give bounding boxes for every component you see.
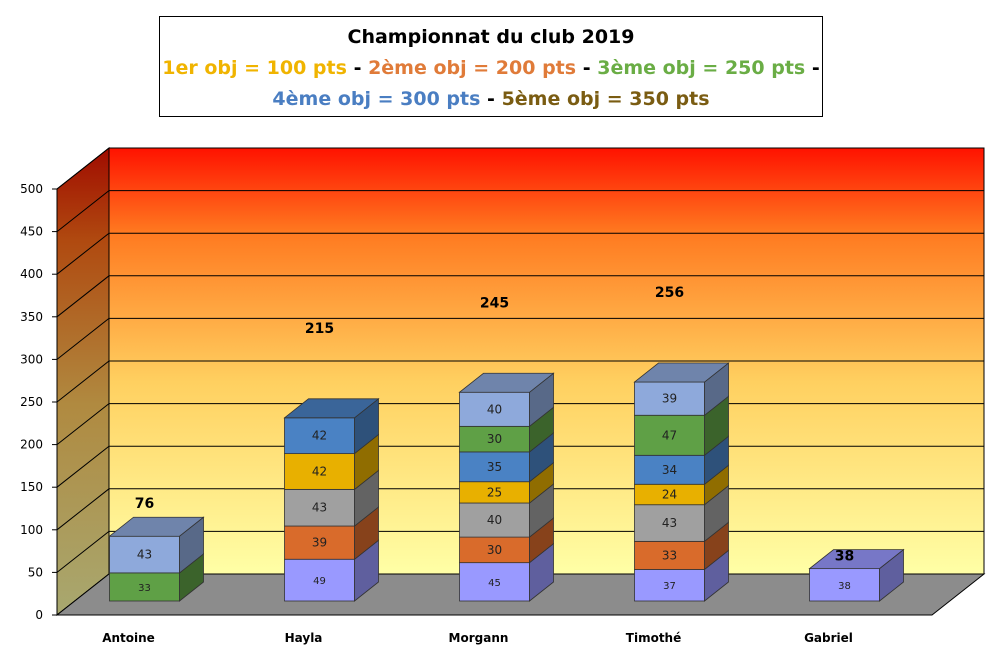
- bar-top: [108, 516, 205, 537]
- y-tick-label: 200: [20, 438, 43, 452]
- bar-segment-value: 39: [312, 536, 327, 550]
- legend-obj-3: 3ème obj = 250 pts: [597, 57, 806, 79]
- bar-segment-value: 34: [662, 463, 677, 477]
- x-category-label: Hayla: [285, 631, 323, 645]
- bar-segment-value: 49: [313, 576, 326, 587]
- legend-separator: -: [353, 57, 362, 79]
- gridline: [56, 360, 984, 403]
- bar-top: [283, 398, 380, 419]
- bar-top: [808, 549, 905, 570]
- x-category-label: Timothé: [626, 631, 681, 645]
- y-tick-label: 150: [20, 480, 43, 494]
- bar-total-label: 245: [480, 295, 509, 311]
- bar-segment-value: 45: [488, 578, 501, 589]
- bar-segment: [459, 391, 530, 427]
- bar-segment-value: 37: [663, 581, 676, 592]
- bar-segment-value: 40: [487, 513, 502, 527]
- bar-segment-value: 47: [662, 428, 677, 442]
- chart-title: Championnat du club 2019: [347, 26, 635, 48]
- gridline: [56, 275, 984, 318]
- bar-total-label: 38: [835, 549, 854, 565]
- bar-segment-value: 43: [312, 501, 327, 515]
- bar-segment: [634, 540, 705, 570]
- bar-segment-value: 25: [487, 485, 502, 499]
- legend-separator: -: [582, 57, 591, 79]
- legend-obj-1: 1er obj = 100 pts: [162, 57, 347, 79]
- legend-separator: -: [487, 88, 495, 110]
- bar-total-label: 76: [135, 496, 154, 512]
- bar-segment: [284, 488, 355, 527]
- bar-segment-value: 40: [487, 402, 502, 416]
- y-tick-label: 0: [35, 608, 43, 622]
- legend-obj-5: 5ème obj = 350 pts: [501, 88, 710, 110]
- bar-segment-value: 24: [662, 488, 677, 502]
- bar-segment-value: 42: [312, 429, 327, 443]
- gridline: [56, 190, 984, 232]
- y-tick-label: 50: [28, 565, 43, 579]
- bar-total-label: 215: [305, 321, 334, 337]
- legend-line-2: 4ème obj = 300 pts - 5ème obj = 350 pts: [160, 84, 822, 115]
- y-tick-label: 250: [20, 395, 43, 409]
- bar-segment-value: 43: [137, 548, 152, 562]
- legend-separator: -: [811, 57, 820, 79]
- bar-top: [633, 362, 730, 383]
- bar-segment: [459, 425, 530, 453]
- x-category-label: Gabriel: [804, 631, 853, 645]
- bar-segment: [634, 414, 705, 456]
- y-tick-label: 400: [20, 267, 43, 281]
- bar-total-label: 256: [655, 285, 684, 301]
- bar-segment-value: 33: [138, 583, 151, 594]
- bar-segment-value: 33: [662, 548, 677, 562]
- bar-segment-value: 42: [312, 464, 327, 478]
- y-tick-label: 350: [20, 310, 43, 324]
- bar-top: [458, 372, 555, 393]
- y-tick-label: 300: [20, 352, 43, 366]
- bar-segment: [459, 502, 530, 538]
- gridline: [56, 317, 984, 360]
- bar-segment: [459, 562, 530, 602]
- bar-segment-value: 43: [662, 516, 677, 530]
- bar-segment-value: 30: [487, 432, 502, 446]
- bar-segment-value: 39: [662, 392, 677, 406]
- legend-line-1: 1er obj = 100 pts - 2ème obj = 200 pts -…: [160, 53, 822, 84]
- bar-segment-value: 35: [487, 460, 502, 474]
- bar-segment: [284, 453, 355, 490]
- legend-obj-2: 2ème obj = 200 pts: [368, 57, 577, 79]
- bar-segment: [284, 558, 355, 602]
- legend-obj-4: 4ème obj = 300 pts: [272, 88, 481, 110]
- x-category-label: Antoine: [102, 631, 155, 645]
- bar-segment-value: 30: [487, 543, 502, 557]
- bar-segment: [109, 535, 180, 574]
- gridline: [56, 232, 984, 275]
- gridline: [56, 147, 984, 190]
- y-tick-label: 500: [20, 182, 43, 196]
- bar-segment-value: 38: [838, 581, 851, 592]
- y-tick-label: 450: [20, 225, 43, 239]
- chart-title-box: Championnat du club 2019 1er obj = 100 p…: [159, 16, 823, 117]
- y-tick-label: 100: [20, 523, 43, 537]
- x-category-label: Morgann: [449, 631, 509, 645]
